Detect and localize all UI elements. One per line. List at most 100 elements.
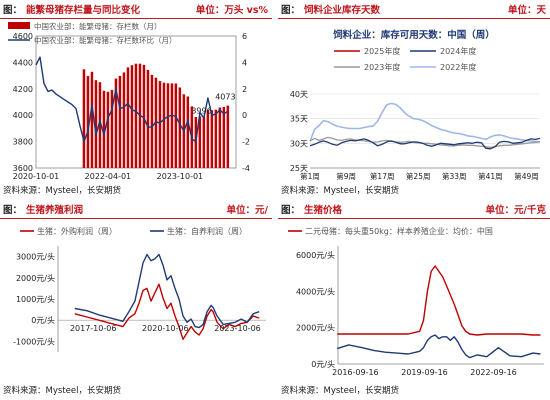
y2-tick-label: 4 (242, 58, 247, 67)
series-line (337, 265, 541, 336)
legend-label: 中国农业部：能繁母猪：存栏数环比（月） (34, 35, 177, 45)
panel-title: 饲料企业库存天数 (304, 5, 381, 16)
source-note: 资料来源：Mysteel，长安期货 (3, 186, 121, 196)
legend-swatch-bar (8, 22, 30, 29)
legend-label: 2022年度 (440, 62, 476, 72)
data-label: 4073 (215, 93, 235, 102)
panel-hog-profit: 图： 生猪养殖利润 单位：元/ 生猪：外购利润（周） 生猪：自养利润（周） -100… (0, 200, 272, 398)
panel-header: 图： 生猪价格 单位：元/千克 (278, 200, 550, 219)
bar (94, 80, 98, 168)
bar (198, 116, 202, 168)
x-tick-label: 第25周 (406, 171, 431, 181)
x-tick-label: 2020-10-01 (13, 172, 60, 181)
bar (226, 105, 230, 168)
y2-tick-label: 6 (242, 32, 247, 41)
bar (110, 89, 114, 168)
bar (202, 117, 206, 168)
bar (218, 107, 222, 168)
series-line (74, 253, 260, 329)
legend-label: 中国农业部：能繁母猪：存栏数（月） (34, 21, 162, 31)
x-tick-label: 2020-10-06 (142, 324, 189, 333)
y-tick-label: 2000元/头 (296, 323, 335, 333)
bar (114, 78, 118, 168)
y-tick-label: 0元/头 (31, 315, 55, 325)
series-line (309, 137, 541, 150)
source-note: 资料来源：Mysteel，长安期货 (281, 186, 399, 196)
panel-title: 能繁母猪存栏量与同比变化 (26, 5, 141, 16)
panel-unit: 单位：万头 vs% (195, 5, 268, 16)
figure-tag: 图： (3, 5, 23, 16)
panel-unit: 单位：元/千克 (485, 205, 546, 216)
bar (158, 81, 162, 168)
x-tick-label: 2019-09-16 (401, 368, 448, 377)
bar (90, 71, 94, 168)
y-tick-label: 6000元/头 (296, 250, 335, 260)
mom-change-line (35, 56, 229, 143)
bar (186, 96, 190, 168)
bar (106, 91, 110, 168)
bar (222, 107, 226, 168)
y-tick-label: 4000 (13, 111, 33, 120)
y-tick-label: 4600 (13, 32, 33, 41)
y-tick-label: 2000元/头 (16, 273, 55, 283)
panel-unit: 单位：天 (507, 5, 546, 16)
bar (142, 64, 146, 168)
y-tick-label: 4400 (13, 58, 33, 67)
y-tick-label: 3000元/头 (16, 252, 55, 262)
bar (102, 90, 106, 168)
legend-label: 2025年度 (364, 46, 400, 56)
y2-tick-label: 0 (242, 111, 247, 120)
y-tick-label: 25天 (290, 164, 308, 173)
legend-label: 生猪：外购利润（周） (37, 226, 117, 236)
chart-title: 饲料企业：库存可用天数：中国（周） (332, 29, 495, 41)
panel-header: 图： 能繁母猪存栏量与同比变化 单位：万头 vs% (0, 0, 272, 19)
x-tick-label: 2016-09-16 (332, 368, 379, 377)
x-tick-label: 第49周 (514, 171, 539, 181)
feed-inventory-chart: 饲料企业：库存可用天数：中国（周） 2025年度 2024年度 2023年度 2022年… (290, 29, 541, 181)
x-tick-label: 第33周 (442, 171, 467, 181)
figure-tag: 图： (3, 205, 23, 216)
source-note: 资料来源：Mysteel，长安期货 (281, 386, 399, 396)
bar (166, 83, 170, 168)
data-label: 3996 (191, 107, 211, 116)
x-tick-label: 2023-10-06 (214, 324, 261, 333)
panel-unit: 单位：元/ (226, 205, 268, 216)
bar (170, 83, 174, 168)
panel-hog-price: 图： 生猪价格 单位：元/千克 二元母猪：每头重50kg：样本养殖企业：均价：中… (278, 200, 550, 398)
hog-price-chart: 二元母猪：每头重50kg：样本养殖企业：均价：中国 0元/头 2000元/头 4000… (288, 226, 544, 377)
y-tick-label: 3600 (13, 164, 33, 173)
figure-tag: 图： (281, 205, 301, 216)
x-tick-label: 第9周 (336, 171, 356, 181)
sow-inventory-chart: 中国农业部：能繁母猪：存栏数（月） 中国农业部：能繁母猪：存栏数环比（月） 3600… (8, 21, 250, 181)
bar (150, 74, 154, 168)
bar (126, 67, 130, 168)
panel-title: 生猪养殖利润 (26, 205, 84, 216)
panel-header: 图： 生猪养殖利润 单位：元/ (0, 200, 272, 219)
x-tick-label: 2017-10-06 (70, 324, 117, 333)
series-line (309, 102, 541, 143)
bar (174, 83, 178, 168)
y2-tick-label: 2 (242, 85, 247, 94)
legend-label: 生猪：自养利润（周） (167, 226, 247, 236)
x-tick-label: 第1周 (300, 171, 320, 181)
y-tick-label: 0元/头 (311, 359, 335, 369)
legend-label: 二元母猪：每头重50kg：样本养殖企业：均价：中国 (305, 226, 493, 236)
bar (82, 69, 86, 168)
x-tick-label: 第17周 (370, 171, 395, 181)
bar (98, 82, 102, 168)
bar (214, 109, 218, 168)
y2-tick-label: -4 (242, 164, 250, 173)
x-tick-label: 2022-04-01 (85, 172, 132, 181)
legend-label: 2024年度 (440, 46, 476, 56)
bar (146, 69, 150, 168)
bar (162, 82, 166, 168)
bar (86, 76, 90, 168)
y-tick-label: -1000元/头 (13, 336, 55, 346)
panel-title: 生猪价格 (304, 205, 343, 216)
bar (130, 65, 134, 168)
y2-tick-label: -2 (242, 138, 250, 147)
x-tick-label: 第41周 (478, 171, 503, 181)
bar (118, 75, 122, 168)
series-line (336, 334, 541, 359)
x-tick-label: 2022-09-16 (470, 368, 517, 377)
